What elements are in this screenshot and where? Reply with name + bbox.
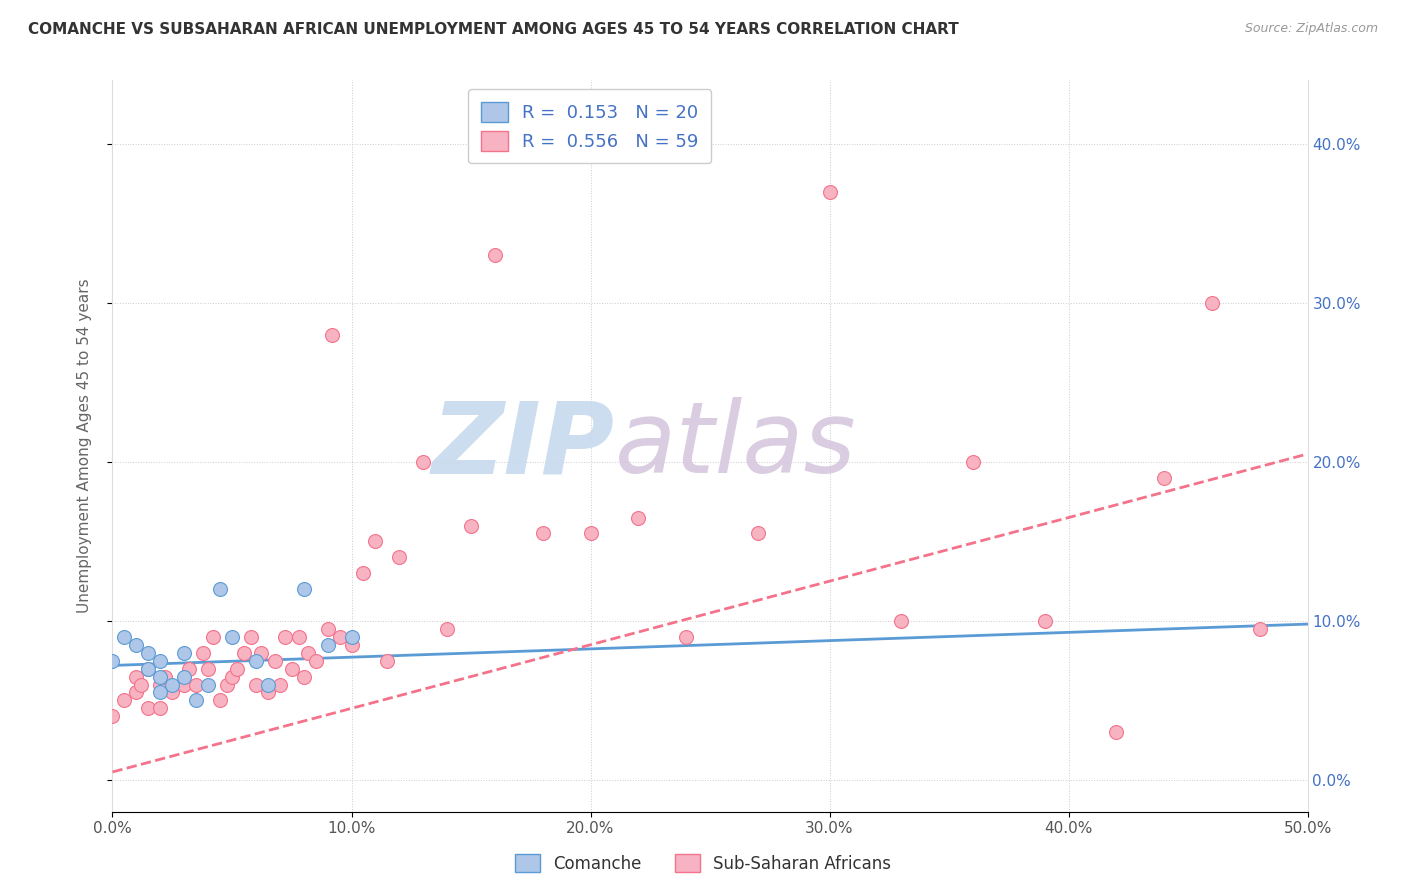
Y-axis label: Unemployment Among Ages 45 to 54 years: Unemployment Among Ages 45 to 54 years bbox=[77, 278, 91, 614]
Point bbox=[305, 654, 328, 668]
Point bbox=[177, 662, 200, 676]
Point bbox=[388, 550, 411, 565]
Point bbox=[225, 662, 247, 676]
Point bbox=[125, 685, 148, 699]
Point bbox=[321, 327, 343, 342]
Point bbox=[149, 701, 172, 715]
Point bbox=[316, 638, 339, 652]
Point bbox=[221, 669, 243, 683]
Point bbox=[264, 654, 287, 668]
Point bbox=[114, 630, 135, 644]
Point bbox=[329, 630, 352, 644]
Point bbox=[1201, 296, 1223, 310]
Point bbox=[436, 622, 458, 636]
Point bbox=[221, 630, 243, 644]
Point bbox=[173, 646, 195, 660]
Point bbox=[149, 669, 172, 683]
Point bbox=[101, 709, 124, 723]
Point bbox=[129, 677, 152, 691]
Point bbox=[125, 669, 148, 683]
Point bbox=[149, 654, 172, 668]
Point bbox=[138, 662, 160, 676]
Point bbox=[818, 185, 841, 199]
Point bbox=[1033, 614, 1056, 628]
Point bbox=[197, 662, 219, 676]
Point bbox=[273, 630, 295, 644]
Point bbox=[747, 526, 769, 541]
Text: Source: ZipAtlas.com: Source: ZipAtlas.com bbox=[1244, 22, 1378, 36]
Point bbox=[173, 669, 195, 683]
Point bbox=[281, 662, 304, 676]
Point bbox=[288, 630, 311, 644]
Point bbox=[531, 526, 554, 541]
Point bbox=[297, 646, 319, 660]
Point bbox=[138, 662, 160, 676]
Point bbox=[209, 582, 232, 596]
Text: COMANCHE VS SUBSAHARAN AFRICAN UNEMPLOYMENT AMONG AGES 45 TO 54 YEARS CORRELATIO: COMANCHE VS SUBSAHARAN AFRICAN UNEMPLOYM… bbox=[28, 22, 959, 37]
Point bbox=[245, 654, 267, 668]
Point bbox=[193, 646, 215, 660]
Text: ZIP: ZIP bbox=[432, 398, 614, 494]
Point bbox=[153, 669, 176, 683]
Point bbox=[138, 701, 160, 715]
Point bbox=[125, 638, 148, 652]
Point bbox=[197, 677, 219, 691]
Point bbox=[233, 646, 256, 660]
Point bbox=[1249, 622, 1271, 636]
Point bbox=[257, 685, 280, 699]
Point bbox=[269, 677, 291, 691]
Point bbox=[186, 677, 208, 691]
Point bbox=[173, 677, 195, 691]
Point bbox=[209, 693, 232, 707]
Point bbox=[627, 510, 650, 524]
Point bbox=[186, 693, 208, 707]
Point bbox=[316, 622, 339, 636]
Point bbox=[352, 566, 374, 581]
Point bbox=[579, 526, 602, 541]
Legend: Comanche, Sub-Saharan Africans: Comanche, Sub-Saharan Africans bbox=[508, 847, 898, 880]
Point bbox=[240, 630, 263, 644]
Point bbox=[1153, 471, 1175, 485]
Point bbox=[292, 582, 315, 596]
Point bbox=[114, 693, 135, 707]
Point bbox=[484, 248, 506, 262]
Point bbox=[675, 630, 697, 644]
Point bbox=[364, 534, 387, 549]
Point bbox=[162, 677, 183, 691]
Point bbox=[149, 677, 172, 691]
Point bbox=[257, 677, 280, 691]
Point bbox=[460, 518, 482, 533]
Point bbox=[340, 638, 363, 652]
Point bbox=[201, 630, 224, 644]
Point bbox=[101, 654, 124, 668]
Point bbox=[1105, 725, 1128, 739]
Point bbox=[412, 455, 434, 469]
Point bbox=[249, 646, 271, 660]
Point bbox=[138, 646, 160, 660]
Point bbox=[162, 685, 183, 699]
Point bbox=[217, 677, 239, 691]
Point bbox=[149, 685, 172, 699]
Point bbox=[292, 669, 315, 683]
Point bbox=[962, 455, 984, 469]
Point bbox=[890, 614, 912, 628]
Point bbox=[377, 654, 399, 668]
Point bbox=[340, 630, 363, 644]
Point bbox=[245, 677, 267, 691]
Text: atlas: atlas bbox=[614, 398, 856, 494]
Legend: R =  0.153   N = 20, R =  0.556   N = 59: R = 0.153 N = 20, R = 0.556 N = 59 bbox=[468, 89, 711, 163]
